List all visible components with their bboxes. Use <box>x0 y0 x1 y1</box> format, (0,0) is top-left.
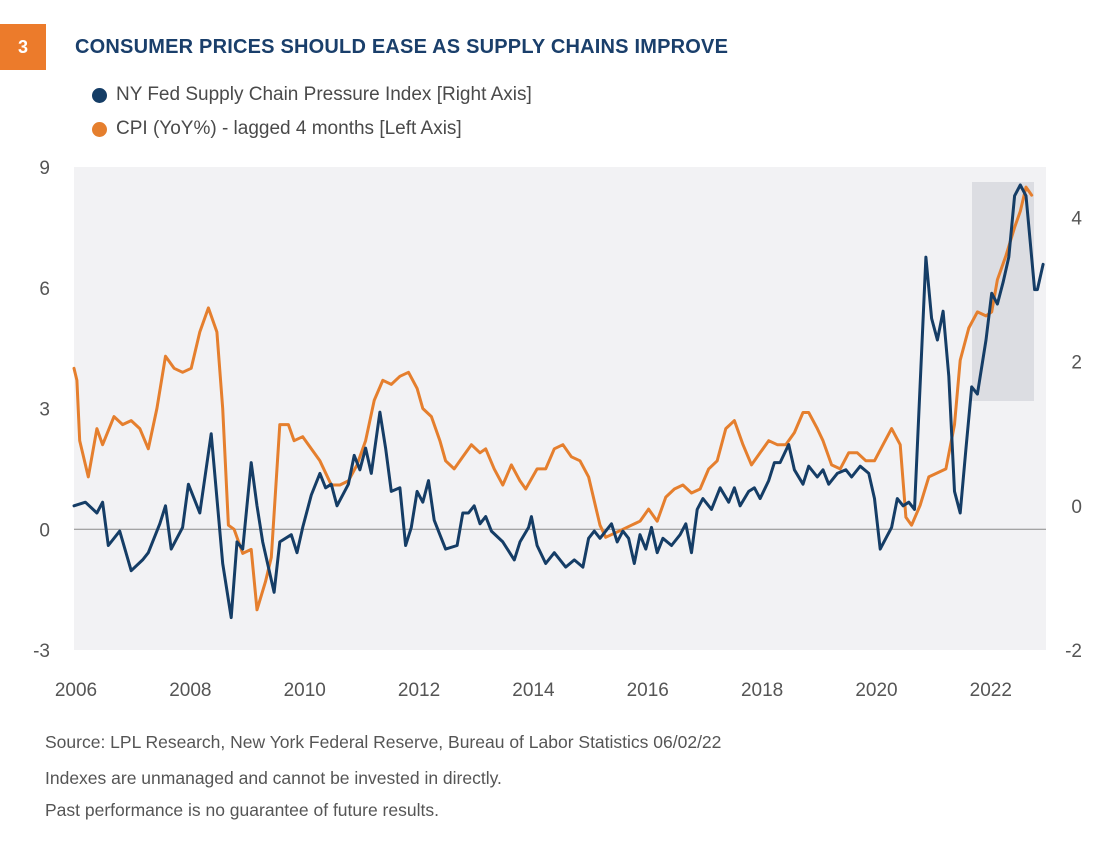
left-axis-tick-label: 0 <box>39 520 50 541</box>
x-axis-tick-label: 2016 <box>627 680 669 701</box>
legend-item-cpi: CPI (YoY%) - lagged 4 months [Left Axis] <box>92 112 532 146</box>
x-axis-tick-label: 2020 <box>855 680 897 701</box>
legend-label-supply-chain: NY Fed Supply Chain Pressure Index [Righ… <box>116 84 532 105</box>
right-axis-tick-label: 2 <box>1071 353 1082 374</box>
legend-swatch-navy <box>92 87 107 103</box>
x-axis-tick-label: 2012 <box>398 680 440 701</box>
right-axis-tick-label: -2 <box>1065 641 1082 662</box>
x-axis-tick-label: 2018 <box>741 680 783 701</box>
figure-number-badge: 3 <box>0 24 46 70</box>
left-axis-tick-label: 9 <box>39 158 50 179</box>
chart-legend: NY Fed Supply Chain Pressure Index [Righ… <box>92 78 532 146</box>
plot-background <box>74 167 1046 650</box>
legend-item-supply-chain: NY Fed Supply Chain Pressure Index [Righ… <box>92 78 532 112</box>
left-axis-tick-label: 3 <box>39 400 50 421</box>
left-axis-tick-label: 6 <box>39 279 50 300</box>
x-axis-tick-label: 2010 <box>284 680 326 701</box>
right-axis-tick-label: 0 <box>1071 497 1082 518</box>
x-axis-tick-label: 2022 <box>970 680 1012 701</box>
left-axis-tick-label: -3 <box>33 641 50 662</box>
legend-label-cpi: CPI (YoY%) - lagged 4 months [Left Axis] <box>116 118 462 139</box>
disclaimer-line-2: Past performance is no guarantee of futu… <box>45 800 439 820</box>
x-axis-tick-label: 2014 <box>512 680 555 701</box>
disclaimer-line-1: Indexes are unmanaged and cannot be inve… <box>45 768 502 788</box>
right-axis-tick-label: 4 <box>1071 208 1082 229</box>
source-note: Source: LPL Research, New York Federal R… <box>45 732 722 752</box>
legend-swatch-orange <box>92 121 107 137</box>
line-chart: 9 6 3 0 -3 4 2 0 -2 2006 2008 2010 2012 2014 2016 2018 2… <box>33 158 1082 701</box>
cpi-line <box>72 185 1034 612</box>
x-axis-tick-label: 2006 <box>55 680 97 701</box>
supply-chain-index-line <box>72 183 1045 620</box>
chart-title: CONSUMER PRICES SHOULD EASE AS SUPPLY CH… <box>75 36 729 58</box>
x-axis-tick-label: 2008 <box>169 680 211 701</box>
